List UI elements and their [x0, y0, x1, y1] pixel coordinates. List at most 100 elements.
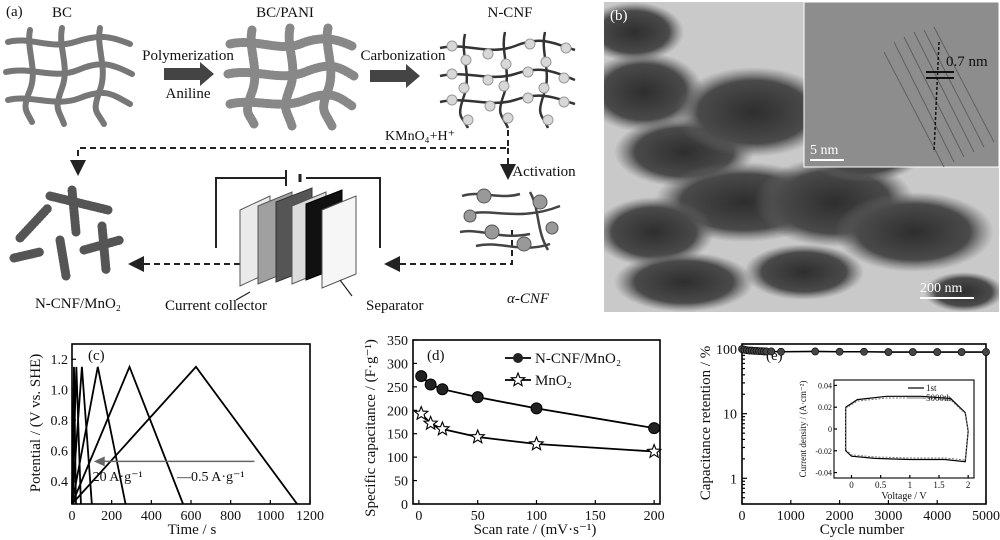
- alpha-cnf-label: α-CNF: [507, 291, 550, 307]
- chart-e-data-point: [777, 347, 785, 356]
- chart-d-data-point: [648, 422, 661, 435]
- bc-pani-label: BC/PANI: [256, 5, 314, 21]
- chart-e-inset-x-tick-label: 0.5: [875, 480, 887, 490]
- chart-d-data-point: [422, 414, 439, 431]
- carbonization-arrow: [370, 64, 420, 88]
- ncnf-illustration: [439, 31, 576, 129]
- chart-c: (c) Time / s Potential / (V vs. SHE) 0 20…: [28, 343, 324, 538]
- chart-c-series-line: [71, 366, 82, 505]
- bc-pani-illustration: [223, 23, 359, 131]
- chart-e-inset-y-tick-label: -0.04: [815, 469, 832, 478]
- kmno4-label: KMnO₄+H⁺: [385, 129, 455, 144]
- bc-network-illustration: [3, 25, 135, 127]
- panel-a-label: (a): [6, 4, 23, 20]
- chart-d-x-tick-label: 0: [415, 509, 422, 524]
- chart-d-x-tick-label: 100: [526, 509, 547, 524]
- chart-c-y-tick-label: 0.6: [51, 445, 69, 460]
- chart-d-y-tick-label: 100: [387, 451, 408, 466]
- separator-label: Separator: [366, 298, 423, 314]
- chart-e-inset-legend-label: 5000th: [926, 393, 952, 403]
- chart-c-x-tick-label: 0: [69, 509, 76, 524]
- chart-e-x-tick-label: 2000: [826, 509, 854, 524]
- chart-e-inset-y-axis-title: Current density / (A·cm⁻²): [798, 381, 808, 478]
- lattice-spacing-label: 0.7 nm: [946, 54, 988, 70]
- chart-d-panel-label: (d): [427, 348, 445, 364]
- alpha-cnf-illustration: [459, 188, 561, 252]
- chart-d-x-tick-label: 50: [471, 509, 485, 524]
- chart-c-x-tick-label: 1000: [256, 509, 284, 524]
- chart-e-y-tick-label: 10: [723, 408, 737, 423]
- chart-e-inset-y-tick-label: -0.02: [815, 447, 832, 456]
- chart-d-y-tick-label: 300: [387, 357, 408, 372]
- chart-e-data-point: [835, 347, 844, 356]
- chart-d-y-tick-label: 50: [394, 475, 408, 490]
- chart-d-x-axis-title: Scan rate / (mV·s⁻¹): [474, 522, 597, 538]
- panel-a: (a) BC Polymerization Aniline BC/PANI Ca…: [3, 4, 576, 314]
- chart-c-annotation-arrowhead: [93, 456, 105, 467]
- flow-dashed-lines: [70, 130, 516, 272]
- chart-e-y-tick-label: 1: [730, 472, 737, 487]
- chart-d-y-tick-label: 250: [387, 381, 408, 396]
- chart-e-data-point: [860, 347, 868, 356]
- current-collector-label: Current collector: [165, 298, 267, 314]
- chart-d-legend-marker: [513, 353, 523, 363]
- carbonization-label: Carbonization: [361, 48, 446, 64]
- chart-c-annotation-low-rate: —0.5 A·g⁻¹: [176, 470, 245, 485]
- chart-d-data-point: [646, 442, 663, 459]
- chart-d-y-tick-label: 0: [401, 498, 408, 513]
- polymerization-label: Polymerization: [142, 48, 234, 64]
- chart-d-data-point: [528, 435, 545, 451]
- chart-d-data-point: [469, 428, 486, 444]
- chart-d-y-axis-title: Specific capacitance / (F·g⁻¹): [363, 339, 379, 517]
- panel-b: (b) 0.7 nm 5 nm 200 nm: [604, 2, 999, 312]
- chart-e: (e) Cycle number Capacitance retention /…: [698, 343, 1000, 538]
- supercapacitor-device: [215, 170, 381, 301]
- chart-e-inset-x-tick-label: 2: [966, 480, 971, 490]
- chart-c-panel-label: (c): [88, 348, 105, 364]
- chart-c-y-tick-label: 0.8: [51, 414, 69, 429]
- chart-e-inset-frame: [833, 379, 975, 479]
- chart-e-inset-y-tick-label: 0: [828, 425, 832, 434]
- chart-c-y-tick-label: 0.4: [51, 475, 69, 490]
- chart-e-x-axis-title: Cycle number: [820, 522, 905, 538]
- bc-label: BC: [52, 5, 72, 21]
- panel-b-label: (b): [610, 8, 628, 24]
- chart-c-series-line: [71, 366, 127, 505]
- chart-e-data-point: [767, 347, 776, 356]
- chart-e-data-point: [908, 348, 917, 356]
- ncnf-mno2-illustration: [9, 185, 125, 281]
- chart-c-x-axis-title: Time / s: [168, 522, 217, 538]
- polymerization-arrow: [164, 62, 214, 86]
- chart-e-data-point: [957, 348, 966, 356]
- chart-d-y-tick-label: 200: [387, 404, 408, 419]
- chart-e-inset-y-tick-label: 0.02: [818, 403, 832, 412]
- chart-e-inset-x-tick-label: 0: [849, 480, 854, 490]
- chart-e-inset-cv-loop-1st: [845, 395, 969, 463]
- chart-d-y-tick-label: 350: [387, 334, 408, 349]
- chart-d-x-tick-label: 150: [585, 509, 606, 524]
- ncnf-label: N-CNF: [487, 5, 532, 21]
- chart-e-inset-cv-loop-5000th: [845, 397, 969, 461]
- chart-c-series-line: [71, 364, 184, 505]
- chart-d-data-point: [436, 383, 449, 396]
- chart-e-y-axis-title: Capacitance retention / %: [698, 346, 714, 501]
- chart-c-y-tick-label: 1.2: [51, 353, 69, 368]
- chart-d-legend-marker: [509, 371, 527, 387]
- chart-e-x-tick-label: 3000: [874, 509, 902, 524]
- ncnf-mno2-label: N-CNF/MnO₂: [35, 296, 121, 312]
- chart-e-data-point: [884, 348, 893, 356]
- chart-e-y-tick-label: 100: [716, 343, 737, 358]
- chart-d-x-tick-label: 200: [644, 509, 665, 524]
- chart-c-x-tick-label: 400: [141, 509, 162, 524]
- chart-e-inset-x-tick-label: 1: [908, 480, 913, 490]
- chart-e-data-point: [811, 347, 820, 356]
- chart-c-x-tick-label: 800: [220, 509, 241, 524]
- chart-d-data-point: [413, 405, 430, 421]
- chart-c-y-axis-title: Potential / (V vs. SHE): [28, 354, 44, 492]
- chart-d-data-point: [424, 378, 437, 391]
- tem-inset: [803, 2, 999, 168]
- chart-d-legend-label: MnO₂: [535, 373, 572, 389]
- chart-e-x-tick-label: 4000: [923, 509, 951, 524]
- chart-e-inset-y-tick-label: 0.04: [818, 381, 832, 390]
